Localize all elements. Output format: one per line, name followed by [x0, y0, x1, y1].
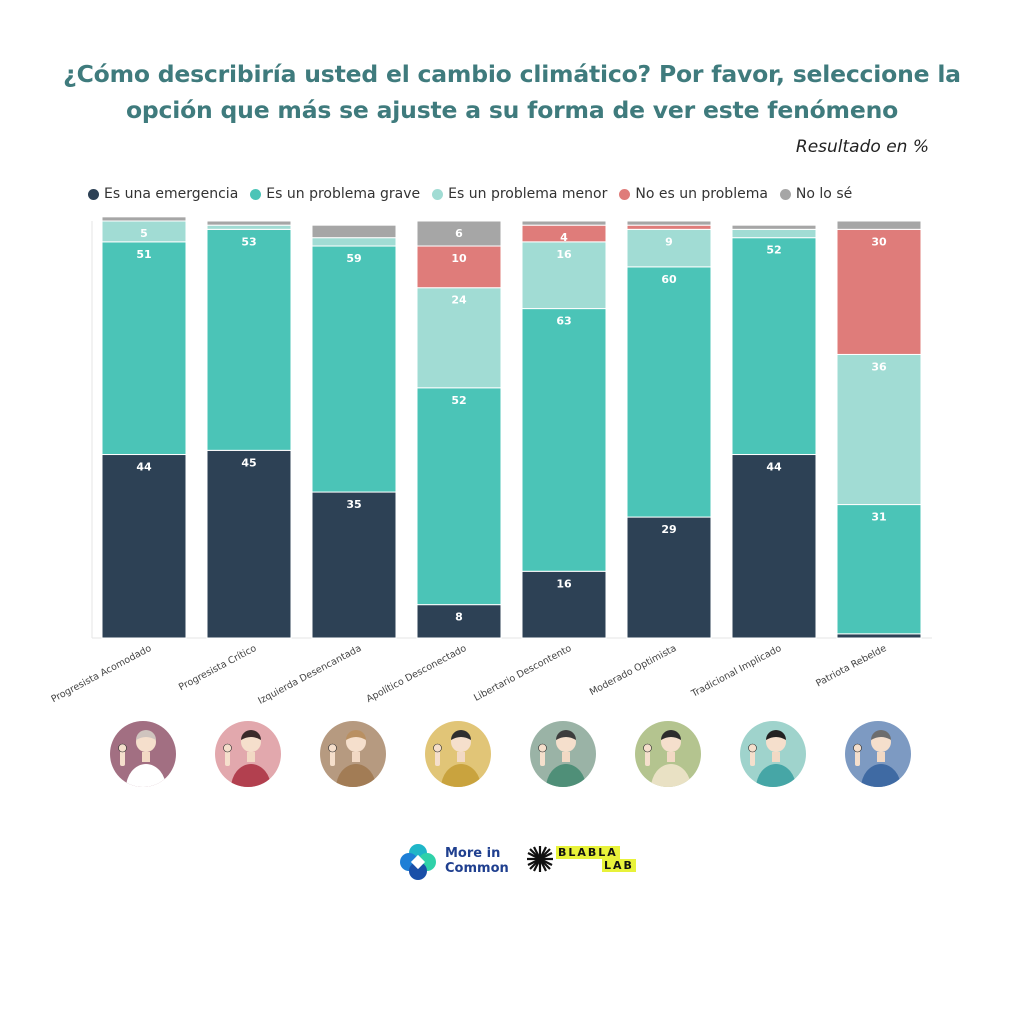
- bar-segment: [521, 241, 607, 310]
- data-label: 8: [455, 611, 463, 624]
- data-label: 51: [136, 248, 151, 261]
- bar-segment: [521, 308, 607, 572]
- legend-dot: [432, 188, 444, 200]
- bar-segment: [626, 228, 712, 268]
- bar-segment: [101, 241, 187, 456]
- blabla-line1: BLABLA: [556, 846, 620, 859]
- data-label: 31: [871, 511, 886, 524]
- bar-segment: [101, 454, 187, 639]
- blabla-lab-logo-text: BLABLA LAB: [556, 846, 636, 872]
- bar-segment: [311, 491, 397, 639]
- data-label: 59: [346, 252, 361, 265]
- legend-dot: [619, 188, 631, 200]
- starburst-icon: [527, 846, 553, 872]
- data-label: 10: [451, 252, 467, 265]
- data-label: 29: [661, 523, 676, 536]
- chart-legend: Es una emergencia Es un problema grave Es …: [88, 186, 852, 202]
- bar-group: 8 52 24 10 6: [416, 220, 502, 639]
- legend-dot: [779, 188, 791, 200]
- data-label: 63: [556, 315, 571, 328]
- bar-segment: [101, 216, 187, 222]
- legend-label: Es un problema menor: [448, 186, 608, 202]
- bar-group: 29 60 9: [626, 220, 712, 639]
- data-label: 52: [451, 394, 466, 407]
- legend-label: Es una emergencia: [104, 186, 239, 202]
- bar-segment: [626, 266, 712, 518]
- bar-segment: [731, 237, 817, 456]
- data-label: 36: [871, 360, 887, 373]
- bar-segment: [416, 604, 502, 639]
- legend-dot: [88, 188, 99, 200]
- bar-segment: [206, 220, 292, 226]
- avatar: [215, 721, 281, 787]
- bar-group: 35 59: [311, 224, 397, 639]
- bar-group: 31 36 30: [836, 220, 922, 639]
- more-in-common-logo-text: More in Common: [445, 846, 509, 876]
- bar-segment: [206, 449, 292, 639]
- legend-item-0: Es una emergencia: [88, 186, 238, 202]
- avatar: [425, 721, 491, 787]
- bar-segment: [626, 220, 712, 226]
- legend-dot: [250, 188, 262, 200]
- data-label: 44: [136, 461, 152, 474]
- legend-item-1: Es un problema grave: [250, 186, 420, 202]
- more-in-common-logo-icon: [400, 844, 436, 880]
- bar-segment: [416, 220, 502, 247]
- avatar: [740, 721, 806, 787]
- bar-segment: [416, 287, 502, 389]
- avatar: [635, 721, 701, 787]
- bar-segment: [206, 228, 292, 451]
- data-label: 4: [560, 231, 568, 244]
- data-label: 60: [661, 273, 677, 286]
- bar-segment: [836, 504, 922, 635]
- bar-segment: [311, 224, 397, 239]
- legend-item-4: No lo sé: [779, 186, 853, 202]
- bar-segment: [731, 224, 817, 230]
- data-label: 52: [766, 244, 781, 257]
- avatar: [530, 721, 596, 787]
- data-label: 9: [665, 235, 673, 248]
- data-label: 53: [241, 235, 256, 248]
- data-label: 24: [451, 294, 467, 307]
- chart-title: ¿Cómo describiría usted el cambio climát…: [63, 60, 961, 124]
- data-label: 30: [871, 235, 887, 248]
- data-label: 5: [140, 227, 148, 240]
- data-label: 44: [766, 461, 782, 474]
- blabla-line2: LAB: [602, 859, 636, 872]
- bar-segment: [731, 454, 817, 639]
- legend-item-3: No es un problema: [619, 186, 768, 202]
- legend-label: Es un problema grave: [266, 186, 421, 202]
- data-label: 6: [455, 227, 463, 240]
- data-label: 16: [556, 248, 572, 261]
- legend-label: No es un problema: [635, 186, 768, 202]
- chart-subtitle: Resultado en %: [795, 137, 929, 157]
- bar-group: 44 52: [731, 224, 817, 639]
- segment-avatars: [110, 721, 911, 787]
- bar-segment: [836, 220, 922, 230]
- bar-segment: [311, 245, 397, 493]
- bar-segment: [836, 353, 922, 506]
- bar-segment: [521, 570, 607, 639]
- bar-segment: [836, 228, 922, 355]
- avatar: [320, 721, 386, 787]
- avatar: [845, 721, 911, 787]
- data-label: 16: [556, 577, 572, 590]
- avatar: [110, 721, 176, 787]
- logo-text-line1: More in: [445, 846, 501, 861]
- bar-group: 44 51 5: [101, 216, 187, 639]
- logo-text-line2: Common: [445, 861, 509, 876]
- bar-group: 16 63 16 4: [521, 220, 607, 639]
- bar-segment: [521, 220, 607, 226]
- legend-item-2: Es un problema menor: [432, 186, 607, 202]
- data-label: 35: [346, 498, 361, 511]
- bar-group: 45 53: [206, 220, 292, 639]
- legend-label: No lo sé: [795, 186, 853, 202]
- bar-segment: [416, 387, 502, 606]
- data-label: 45: [241, 456, 256, 469]
